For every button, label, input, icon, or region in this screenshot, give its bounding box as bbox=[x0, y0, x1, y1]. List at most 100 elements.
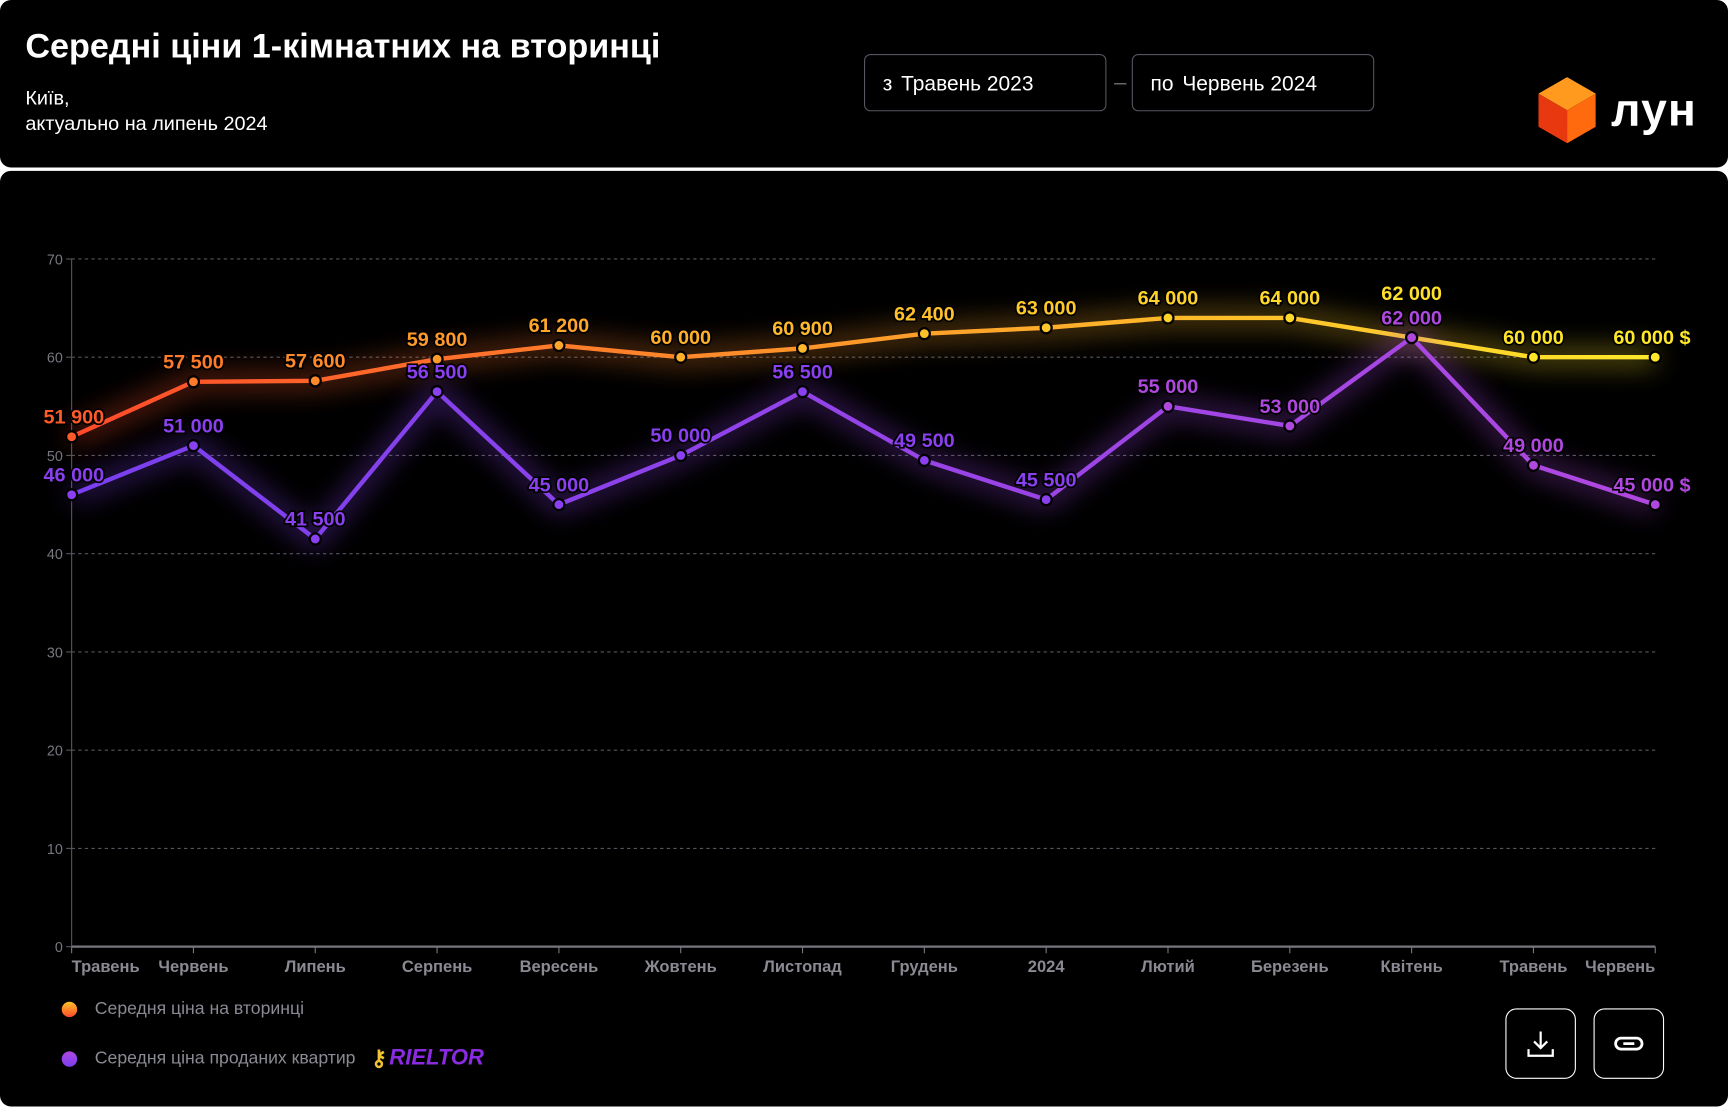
data-label: 49 500 bbox=[894, 430, 955, 452]
data-label: 49 000 bbox=[1503, 435, 1564, 457]
data-point bbox=[1405, 330, 1419, 345]
legend-label: Середня ціна на вторинці bbox=[94, 999, 304, 1019]
subtitle: Київ, актуально на липень 2024 bbox=[25, 86, 267, 137]
x-tick-label: Березень bbox=[1251, 957, 1329, 976]
y-tick-label: 20 bbox=[47, 744, 63, 760]
data-label: 51 900 bbox=[44, 407, 105, 429]
legend-label: Середня ціна проданих квартир bbox=[94, 1048, 356, 1068]
data-label: 61 200 bbox=[529, 315, 590, 337]
data-point bbox=[1526, 458, 1541, 472]
data-label: 45 000 $ bbox=[1613, 474, 1690, 496]
data-label: 60 000 bbox=[1503, 327, 1564, 349]
data-label: 41 500 bbox=[285, 509, 346, 531]
series-line-2 bbox=[70, 335, 1656, 542]
date-separator: – bbox=[1114, 70, 1127, 95]
data-point bbox=[1283, 311, 1297, 325]
data-point bbox=[552, 338, 566, 353]
x-tick-label: Лютий bbox=[1141, 957, 1195, 976]
series-line-1 bbox=[70, 315, 1656, 439]
data-label: 62 000 bbox=[1381, 307, 1442, 329]
data-point bbox=[795, 341, 810, 355]
data-label: 59 800 bbox=[407, 329, 468, 351]
copy-link-button[interactable] bbox=[1593, 1008, 1665, 1079]
city-label: Київ, bbox=[25, 87, 70, 110]
x-tick-label: Вересень bbox=[520, 957, 599, 976]
data-point bbox=[1283, 419, 1297, 433]
data-label: 62 000 bbox=[1381, 283, 1442, 305]
actuality-label: актуально на липень 2024 bbox=[25, 112, 268, 135]
purple-dot-icon bbox=[61, 1050, 78, 1067]
x-tick-label: Травень bbox=[72, 957, 140, 976]
data-point bbox=[1039, 493, 1053, 507]
data-label: 50 000 bbox=[650, 425, 711, 447]
lun-logo[interactable]: ЛУН bbox=[1538, 77, 1697, 144]
y-tick-label: 0 bbox=[55, 940, 63, 956]
x-tick-label: Грудень bbox=[891, 957, 958, 976]
header-card: Середні ціни 1-кімнатних на вторинці Киї… bbox=[0, 0, 1728, 168]
data-label: 45 500 bbox=[1016, 469, 1077, 491]
x-tick-label: Квітень bbox=[1381, 957, 1443, 976]
data-point bbox=[1161, 311, 1175, 325]
data-point bbox=[917, 327, 931, 341]
to-prefix: по bbox=[1150, 72, 1174, 96]
data-label: 56 500 bbox=[772, 361, 833, 383]
data-label: 60 000 bbox=[650, 327, 711, 349]
data-point bbox=[674, 448, 688, 463]
y-tick-label: 10 bbox=[47, 842, 63, 858]
x-tick-label: Липень bbox=[285, 957, 346, 976]
from-prefix: з bbox=[882, 72, 893, 96]
x-tick-label: Серпень bbox=[402, 957, 473, 976]
legend-item-series1[interactable]: Середня ціна на вторинці bbox=[61, 999, 304, 1020]
data-label: 51 000 bbox=[163, 415, 224, 437]
y-tick-label: 30 bbox=[47, 645, 63, 661]
data-label: 64 000 bbox=[1138, 288, 1199, 310]
x-tick-label: Жовтень bbox=[644, 957, 717, 976]
data-point bbox=[308, 374, 322, 388]
download-icon bbox=[1527, 1031, 1554, 1057]
date-to-select[interactable]: по Червень 2024 bbox=[1131, 53, 1375, 112]
data-point bbox=[65, 488, 79, 502]
x-tick-label: Червень bbox=[158, 957, 228, 976]
data-point bbox=[308, 532, 322, 546]
chart-card: 0 10 20 30 40 50 60 70 Травень Червень Липень Серпе… bbox=[0, 170, 1728, 1107]
rieltor-logo[interactable]: ⚷ RIELTOR bbox=[370, 1045, 484, 1072]
data-point bbox=[1648, 350, 1662, 364]
x-tick-label: 2024 bbox=[1028, 957, 1066, 976]
data-point bbox=[1648, 497, 1662, 512]
from-value: Травень 2023 bbox=[901, 72, 1034, 96]
data-label: 57 600 bbox=[285, 351, 346, 373]
x-tick-label: Червень bbox=[1585, 957, 1655, 976]
cube-logo-icon bbox=[1538, 77, 1596, 144]
logo-text: ЛУН bbox=[1611, 83, 1697, 136]
download-button[interactable] bbox=[1505, 1008, 1576, 1079]
orange-dot-icon bbox=[61, 1001, 78, 1018]
data-label: 53 000 bbox=[1259, 396, 1320, 418]
data-label: 60 900 bbox=[772, 318, 833, 340]
data-label: 46 000 bbox=[44, 465, 105, 487]
data-label: 62 400 bbox=[894, 303, 955, 325]
data-label: 64 000 bbox=[1259, 288, 1320, 310]
data-label: 45 000 bbox=[529, 474, 590, 496]
data-point bbox=[186, 439, 201, 453]
to-value: Червень 2024 bbox=[1182, 72, 1317, 96]
y-tick-label: 50 bbox=[47, 449, 63, 465]
key-icon: ⚷ bbox=[370, 1046, 388, 1072]
y-tick-label: 60 bbox=[47, 351, 63, 367]
data-point bbox=[186, 375, 201, 389]
date-from-select[interactable]: з Травень 2023 bbox=[863, 53, 1107, 112]
data-label: 56 500 bbox=[407, 361, 468, 383]
line-chart: 0 10 20 30 40 50 60 70 Травень Червень Липень Серпе… bbox=[42, 252, 1692, 976]
data-point bbox=[795, 384, 810, 399]
data-label: 60 000 $ bbox=[1613, 327, 1690, 349]
data-point bbox=[1161, 399, 1175, 413]
data-label: 55 000 bbox=[1138, 376, 1199, 398]
data-point bbox=[430, 384, 444, 399]
x-tick-label: Травень bbox=[1499, 957, 1567, 976]
page-title: Середні ціни 1-кімнатних на вторинці bbox=[25, 26, 661, 66]
data-label: 57 500 bbox=[163, 352, 224, 374]
data-point bbox=[917, 453, 931, 467]
legend-item-series2[interactable]: Середня ціна проданих квартир ⚷ RIELTOR bbox=[61, 1045, 484, 1073]
data-label: 63 000 bbox=[1016, 298, 1077, 320]
link-icon bbox=[1614, 1036, 1644, 1051]
x-tick-label: Листопад bbox=[763, 957, 842, 976]
